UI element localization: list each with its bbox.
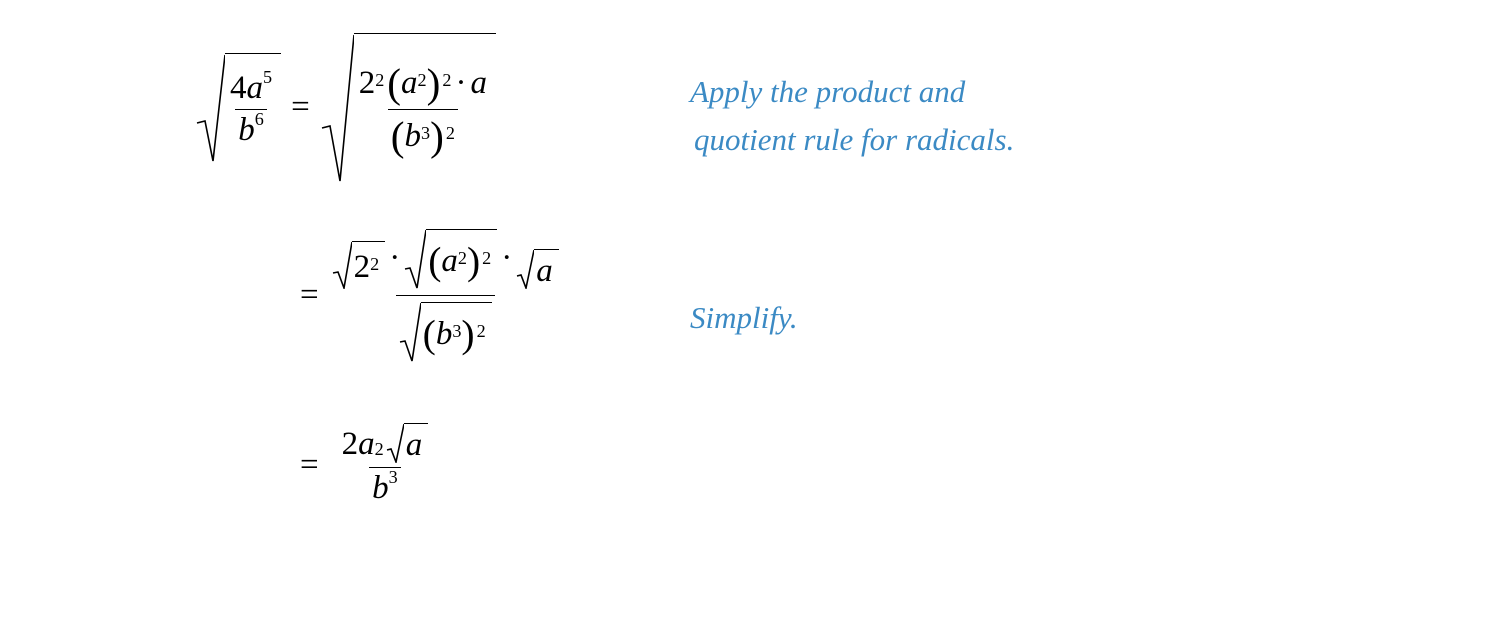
equation-row-1: 4a5 b6 = — [195, 20, 675, 195]
right-paren: ) — [467, 238, 480, 284]
variable-a: a — [406, 427, 423, 464]
exponent: 2 — [370, 254, 379, 275]
annotation-line: Apply the product and — [690, 74, 965, 109]
variable-b: b — [372, 470, 389, 506]
equals-sign: = — [300, 277, 319, 314]
left-paren: ( — [423, 311, 436, 357]
variable-a: a — [358, 426, 375, 463]
variable-a: a — [247, 70, 264, 106]
digit: 4 — [230, 70, 247, 106]
right-paren: ) — [427, 59, 441, 107]
variable-a: a — [441, 243, 458, 280]
radical-icon — [320, 33, 354, 183]
exponent: 3 — [389, 467, 398, 487]
equals-sign: = — [300, 447, 319, 484]
radical-icon — [404, 229, 426, 289]
exponent: 2 — [375, 439, 384, 460]
exponent: 6 — [255, 109, 264, 129]
rhs2-fraction: 22 · ( — [329, 229, 562, 362]
sqrt-b3sq: ( b3 ) 2 — [399, 302, 492, 362]
variable-a: a — [470, 65, 487, 102]
math-derivation: 4a5 b6 = — [0, 0, 1500, 638]
exponent: 3 — [421, 123, 430, 144]
annotation-line: quotient rule for radicals. — [690, 122, 1014, 157]
left-paren: ( — [391, 112, 405, 160]
exponent: 3 — [452, 321, 461, 342]
annotation-1: Apply the product and quotient rule for … — [690, 68, 1290, 164]
exponent: 2 — [446, 123, 455, 144]
radical-icon — [332, 241, 352, 289]
sqrt-2sq: 22 — [332, 241, 386, 289]
digit: 2 — [354, 249, 371, 286]
sqrt-a-final: a — [386, 423, 429, 463]
math-column: 4a5 b6 = — [195, 20, 675, 535]
digit: 2 — [342, 426, 359, 463]
variable-b: b — [436, 316, 453, 353]
exponent: 5 — [263, 67, 272, 87]
radical-icon — [516, 249, 534, 289]
variable-b: b — [238, 112, 255, 148]
exponent: 2 — [458, 248, 467, 269]
exponent: 2 — [418, 70, 427, 91]
equation-step-1: 4a5 b6 = — [195, 33, 496, 183]
sqrt-a: a — [516, 249, 559, 289]
equation-row-2: = 22 — [195, 195, 675, 395]
exponent: 2 — [375, 70, 384, 91]
equation-row-3: = 2a2 a — [195, 395, 675, 535]
lhs-radical: 4a5 b6 — [195, 53, 281, 163]
variable-a: a — [401, 65, 418, 102]
left-paren: ( — [387, 59, 401, 107]
exponent: 2 — [442, 70, 451, 91]
equation-step-2: = 22 — [290, 229, 562, 362]
equals-sign: = — [291, 89, 310, 126]
radical-icon — [386, 423, 404, 463]
exponent: 2 — [482, 248, 491, 269]
annotation-line: Simplify. — [690, 300, 798, 335]
variable-a: a — [536, 253, 553, 290]
right-paren: ) — [430, 112, 444, 160]
digit: 2 — [359, 65, 376, 102]
radical-icon — [195, 53, 225, 163]
radical-icon — [399, 302, 421, 362]
equation-step-3: = 2a2 a — [290, 423, 431, 507]
cdot: · — [389, 240, 400, 277]
rhs1-radical: 22 ( a2 ) 2 · a ( b3 — [320, 33, 496, 183]
right-paren: ) — [461, 311, 474, 357]
annotation-2: Simplify. — [690, 294, 1290, 342]
annotation-column: Apply the product and quotient rule for … — [690, 20, 1290, 342]
left-paren: ( — [428, 238, 441, 284]
cdot: · — [501, 240, 512, 277]
variable-b: b — [404, 118, 421, 155]
rhs3-fraction: 2a2 a — [339, 423, 432, 507]
cdot: · — [455, 65, 466, 102]
exponent: 2 — [477, 321, 486, 342]
sqrt-a2sq: ( a2 ) 2 — [404, 229, 497, 289]
